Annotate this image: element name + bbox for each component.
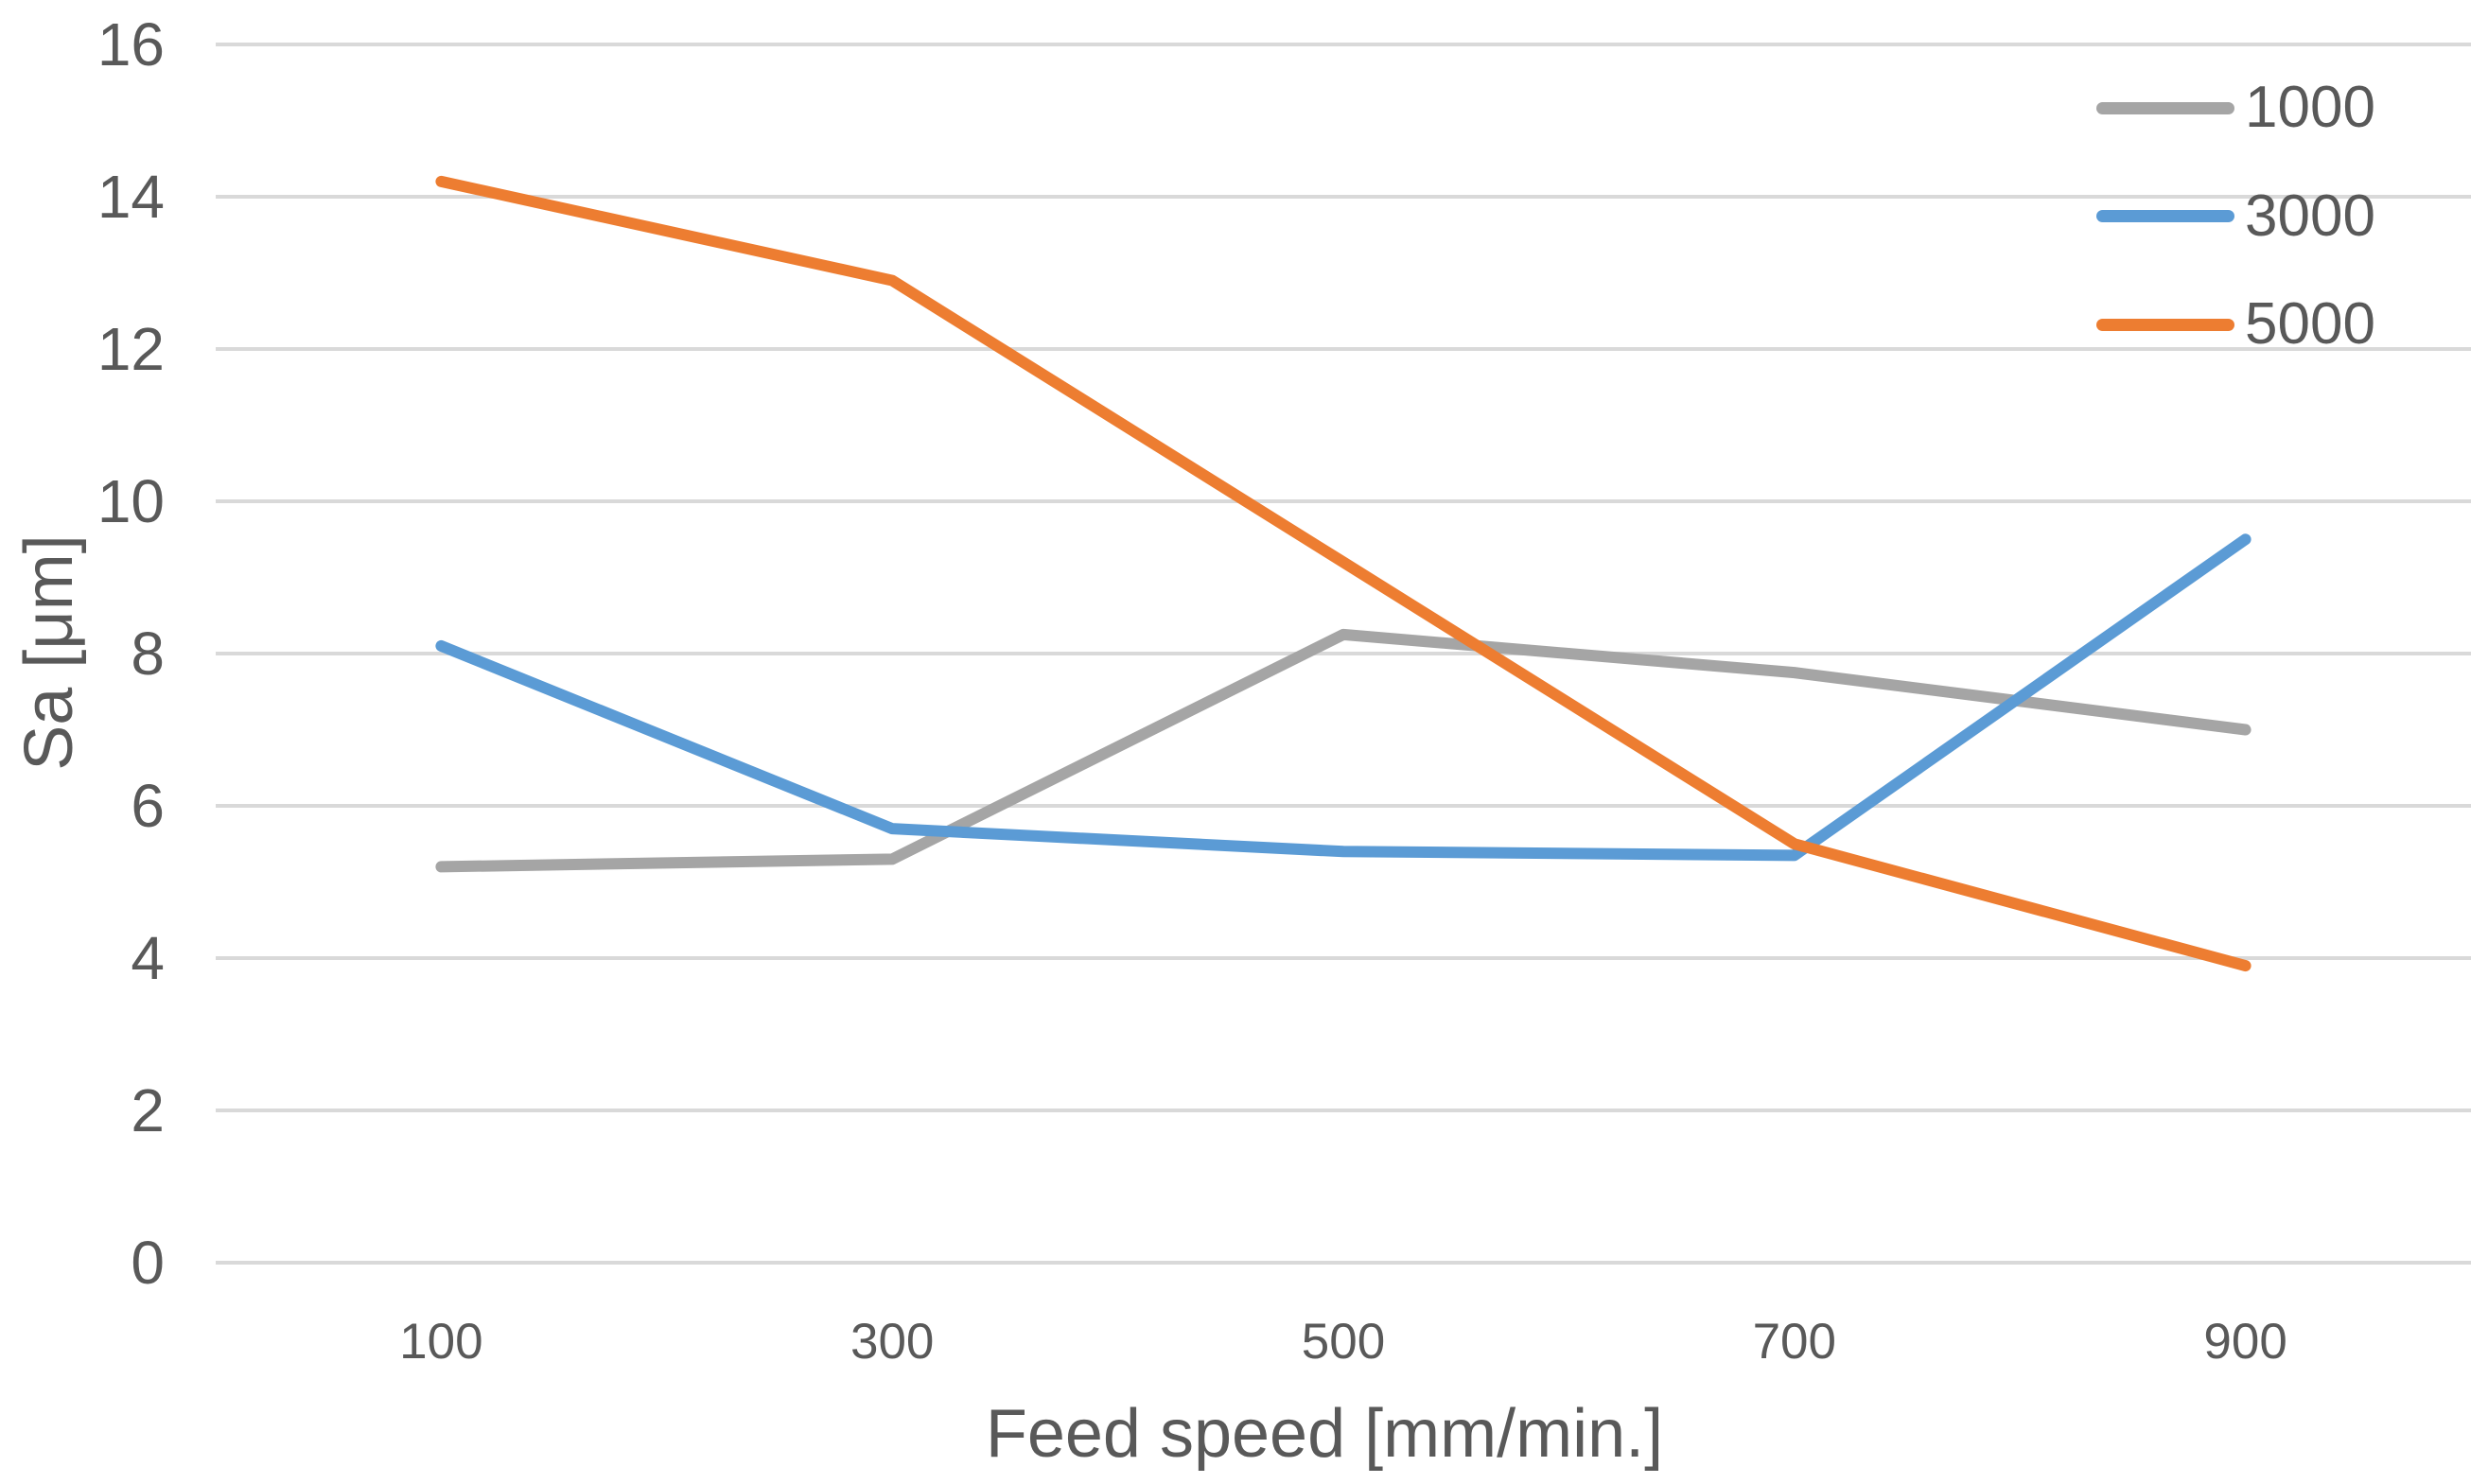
y-tick-label-14: 14 bbox=[96, 163, 165, 231]
x-tick-label-500: 500 bbox=[1301, 1314, 1386, 1370]
legend-label-3000: 3000 bbox=[2245, 183, 2375, 249]
y-axis-title: Sa [μm] bbox=[11, 534, 87, 771]
x-tick-label-700: 700 bbox=[1752, 1314, 1837, 1370]
x-axis-title: Feed speed [mm/min.] bbox=[985, 1396, 1664, 1472]
x-tick-label-300: 300 bbox=[850, 1314, 935, 1370]
legend-label-5000: 5000 bbox=[2245, 291, 2375, 357]
y-tick-label-2: 2 bbox=[131, 1076, 165, 1144]
legend-label-1000: 1000 bbox=[2245, 75, 2375, 140]
y-tick-label-4: 4 bbox=[131, 924, 165, 992]
y-tick-label-10: 10 bbox=[96, 467, 165, 535]
series-lines-group bbox=[435, 175, 2251, 972]
gridlines-group bbox=[216, 43, 2471, 1265]
legend-swatch-5000 bbox=[2096, 318, 2234, 331]
y-tick-label-8: 8 bbox=[131, 620, 165, 688]
y-tick-label-0: 0 bbox=[131, 1229, 165, 1297]
y-tick-label-6: 6 bbox=[131, 772, 165, 840]
legend-swatch-3000 bbox=[2096, 210, 2234, 222]
legend-item-5000: 5000 bbox=[2096, 295, 2375, 354]
y-tick-label-12: 12 bbox=[96, 315, 165, 383]
x-tick-label-100: 100 bbox=[399, 1314, 483, 1370]
legend-swatch-1000 bbox=[2096, 101, 2234, 114]
legend-item-3000: 3000 bbox=[2096, 183, 2375, 249]
y-tick-label-16: 16 bbox=[96, 10, 165, 79]
series-line-3000 bbox=[435, 533, 2251, 862]
series-line-5000 bbox=[435, 175, 2251, 972]
legend-item-1000: 1000 bbox=[2096, 79, 2375, 137]
series-line-1000 bbox=[435, 628, 2251, 873]
x-tick-label-900: 900 bbox=[2203, 1314, 2287, 1370]
